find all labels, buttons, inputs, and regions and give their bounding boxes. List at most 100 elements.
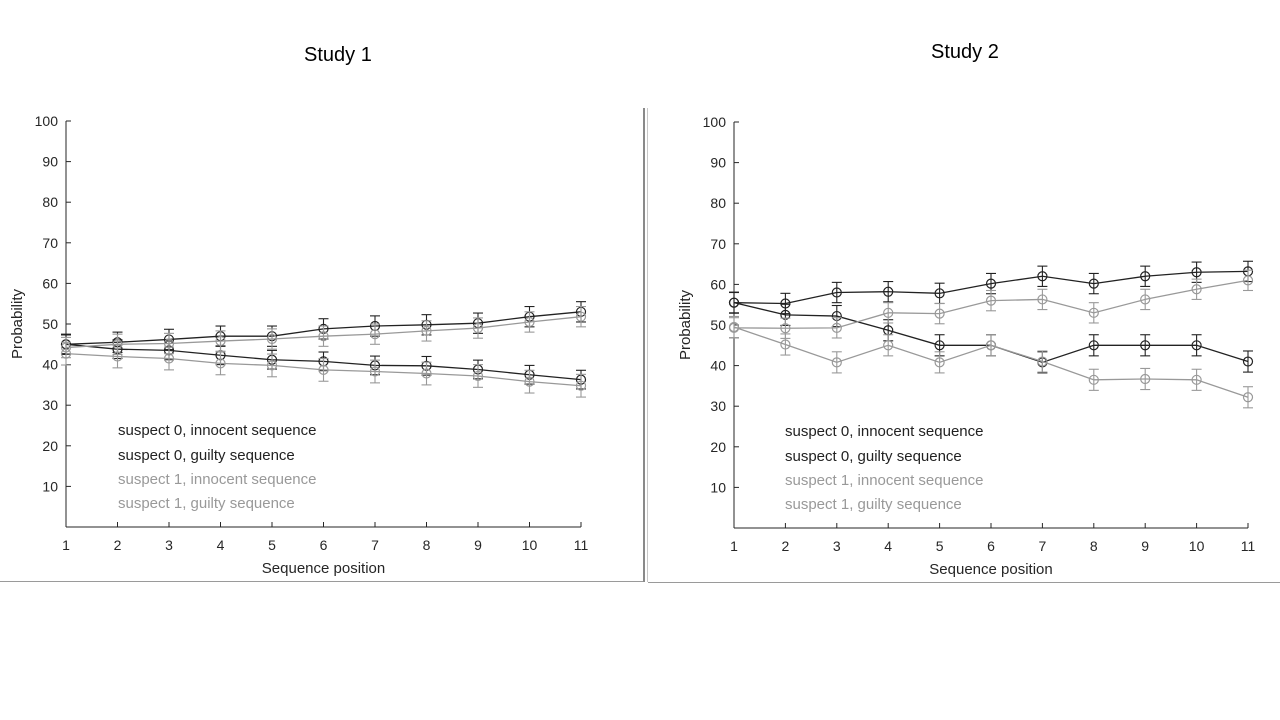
y-tick-label: 70 bbox=[710, 236, 726, 252]
legend-entry: suspect 0, guilty sequence bbox=[118, 447, 295, 464]
x-tick-label: 11 bbox=[1241, 538, 1256, 554]
panel-bottom-border bbox=[0, 581, 643, 582]
data-point bbox=[1088, 278, 1099, 289]
data-point bbox=[1037, 294, 1048, 305]
x-tick-label: 6 bbox=[320, 537, 328, 553]
x-tick-label: 1 bbox=[730, 538, 738, 554]
data-point bbox=[831, 322, 842, 333]
data-point bbox=[1140, 294, 1151, 305]
y-tick-label: 20 bbox=[710, 439, 726, 455]
data-point bbox=[883, 307, 894, 318]
series-4 bbox=[728, 315, 1254, 409]
data-point bbox=[934, 308, 945, 319]
series-4 bbox=[60, 341, 587, 398]
y-axis-title: Probability bbox=[9, 288, 26, 359]
data-point bbox=[780, 323, 791, 334]
data-point bbox=[985, 278, 997, 289]
data-point bbox=[1037, 271, 1048, 282]
data-point bbox=[780, 339, 791, 350]
data-point bbox=[1242, 275, 1254, 286]
y-tick-label: 10 bbox=[710, 479, 726, 495]
data-point bbox=[60, 348, 72, 359]
data-point bbox=[1242, 356, 1254, 367]
data-point bbox=[1088, 307, 1099, 318]
data-point bbox=[985, 295, 997, 306]
data-point bbox=[472, 322, 484, 334]
data-point bbox=[318, 364, 329, 375]
x-tick-label: 7 bbox=[1039, 538, 1047, 554]
x-tick-label: 10 bbox=[522, 537, 538, 553]
y-tick-label: 50 bbox=[42, 316, 58, 332]
y-axis-title: Probability bbox=[677, 289, 694, 360]
data-point bbox=[1037, 356, 1048, 367]
data-point bbox=[1191, 340, 1202, 351]
legend-entry: suspect 1, guilty sequence bbox=[118, 495, 295, 512]
panel-divider bbox=[643, 108, 645, 582]
x-axis-title: Sequence position bbox=[262, 560, 385, 577]
legend-entry: suspect 0, guilty sequence bbox=[785, 448, 962, 465]
x-tick-label: 5 bbox=[268, 537, 276, 553]
legend-entry: suspect 1, innocent sequence bbox=[118, 471, 316, 488]
data-point bbox=[883, 286, 894, 297]
y-tick-label: 100 bbox=[703, 114, 727, 130]
y-tick-label: 60 bbox=[42, 275, 58, 291]
data-point bbox=[1191, 267, 1202, 278]
data-point bbox=[831, 357, 842, 368]
x-tick-label: 10 bbox=[1189, 538, 1205, 554]
data-point bbox=[1088, 340, 1099, 351]
x-tick-label: 4 bbox=[217, 537, 225, 553]
data-point bbox=[985, 340, 997, 351]
data-point bbox=[421, 368, 432, 379]
y-tick-label: 30 bbox=[710, 398, 726, 414]
x-tick-label: 6 bbox=[987, 538, 995, 554]
data-point bbox=[369, 366, 381, 377]
legend-entry: suspect 0, innocent sequence bbox=[785, 423, 983, 440]
y-tick-label: 100 bbox=[35, 113, 59, 129]
x-axis-title: Sequence position bbox=[929, 561, 1052, 578]
data-point bbox=[934, 357, 945, 368]
x-tick-label: 2 bbox=[114, 537, 122, 553]
data-point bbox=[318, 331, 329, 342]
data-point bbox=[934, 288, 945, 299]
y-tick-label: 80 bbox=[42, 194, 58, 210]
data-point bbox=[524, 376, 535, 387]
data-point bbox=[266, 360, 278, 371]
data-point bbox=[112, 351, 123, 362]
panel-divider-2 bbox=[647, 108, 648, 582]
legend-entry: suspect 0, innocent sequence bbox=[118, 422, 316, 439]
x-tick-label: 3 bbox=[165, 537, 173, 553]
data-point bbox=[1140, 340, 1151, 351]
data-point bbox=[215, 358, 226, 369]
data-point bbox=[266, 333, 278, 345]
x-tick-label: 1 bbox=[62, 537, 70, 553]
data-point bbox=[883, 340, 894, 351]
x-tick-label: 3 bbox=[833, 538, 841, 554]
legend-entry: suspect 1, guilty sequence bbox=[785, 496, 962, 513]
series-3 bbox=[728, 269, 1254, 339]
y-tick-label: 90 bbox=[710, 155, 726, 171]
data-point bbox=[575, 311, 587, 322]
data-point bbox=[524, 316, 535, 328]
y-tick-label: 70 bbox=[42, 235, 58, 251]
chart-2: 10 20 30 40 50 60 70 80 90 100 1 2 3 4 5 6 7 8 9 10 11 Sequen… bbox=[677, 114, 1255, 578]
data-point bbox=[1140, 373, 1151, 385]
y-tick-label: 50 bbox=[710, 317, 726, 333]
data-point bbox=[1088, 374, 1099, 385]
data-point bbox=[472, 370, 484, 382]
x-tick-label: 8 bbox=[423, 537, 431, 553]
chart-title-study-2: Study 2 bbox=[931, 41, 999, 63]
y-tick-label: 80 bbox=[710, 195, 726, 211]
data-point bbox=[215, 335, 226, 347]
x-tick-label: 9 bbox=[474, 537, 482, 553]
x-tick-label: 11 bbox=[574, 537, 589, 553]
chart-title-study-1: Study 1 bbox=[304, 44, 372, 66]
x-tick-label: 2 bbox=[782, 538, 790, 554]
y-tick-label: 40 bbox=[42, 357, 58, 373]
data-point bbox=[1191, 374, 1202, 385]
y-tick-label: 30 bbox=[42, 397, 58, 413]
data-point bbox=[163, 353, 175, 364]
data-point bbox=[1191, 284, 1202, 295]
y-tick-label: 40 bbox=[710, 358, 726, 374]
data-point bbox=[728, 321, 740, 333]
